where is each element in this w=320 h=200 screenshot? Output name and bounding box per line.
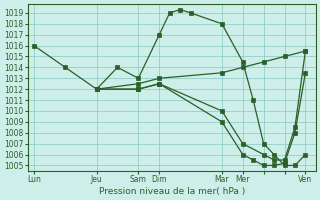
- X-axis label: Pression niveau de la mer( hPa ): Pression niveau de la mer( hPa ): [99, 187, 245, 196]
